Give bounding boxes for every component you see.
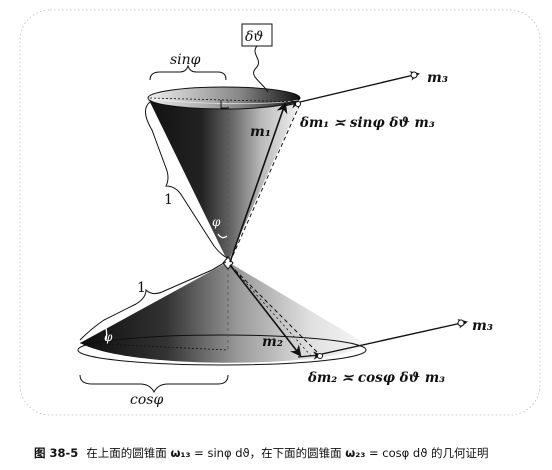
upper-cone — [148, 90, 300, 262]
eq-delta-m2: δm₂ ≍ cosφ δϑ m₃ — [307, 370, 445, 386]
brace-cos-phi — [79, 374, 229, 394]
caption-eq23: = cosφ dϑ — [365, 446, 428, 460]
lower-cone-rim — [77, 334, 367, 366]
caption-eq13: = sinφ dϑ， — [190, 446, 262, 460]
caption-text-b: 在下面的圆锥面 — [261, 446, 346, 460]
figure-number: 图 38-5 — [34, 446, 79, 460]
caption-omega23: ω₂₃ — [345, 446, 366, 460]
m3-lower-vector — [321, 318, 468, 355]
figure-caption: 图 38-5 在上面的圆锥面 ω₁₃ = sinφ dϑ，在下面的圆锥面 ω₂₃ … — [34, 445, 544, 461]
delta-theta-label: δϑ — [245, 29, 263, 45]
lower-cone — [80, 262, 368, 363]
m1-label: m₁ — [250, 124, 271, 140]
figure-frame — [19, 9, 541, 416]
eq-delta-m1: δm₁ ≍ sinφ δϑ m₃ — [299, 115, 435, 131]
right-angle-mark — [220, 100, 229, 109]
delta-m2-arrow — [297, 351, 322, 360]
one-upper-label: 1 — [164, 192, 173, 208]
caption-text-c: 的几何证明 — [427, 446, 489, 460]
m3-upper-vector — [299, 71, 420, 103]
brace-one-lower — [79, 261, 227, 341]
caption-omega13: ω₁₃ — [170, 446, 191, 460]
m3-upper-label: m₃ — [427, 70, 448, 86]
brace-one-upper — [145, 101, 229, 259]
upper-cone-rim — [147, 86, 301, 110]
phi-lower-label: φ — [104, 330, 113, 344]
m2-vector — [229, 264, 302, 357]
m1-vector — [229, 101, 288, 263]
m2-label: m₂ — [262, 334, 283, 350]
m3-lower-label: m₃ — [472, 318, 493, 334]
one-lower-label: 1 — [137, 280, 146, 296]
sin-phi-label: sinφ — [170, 52, 201, 68]
caption-text-a: 在上面的圆锥面 — [86, 446, 171, 460]
phi-upper-label: φ — [212, 215, 221, 229]
brace-sin-phi — [149, 64, 227, 81]
cos-phi-label: cosφ — [130, 392, 163, 408]
